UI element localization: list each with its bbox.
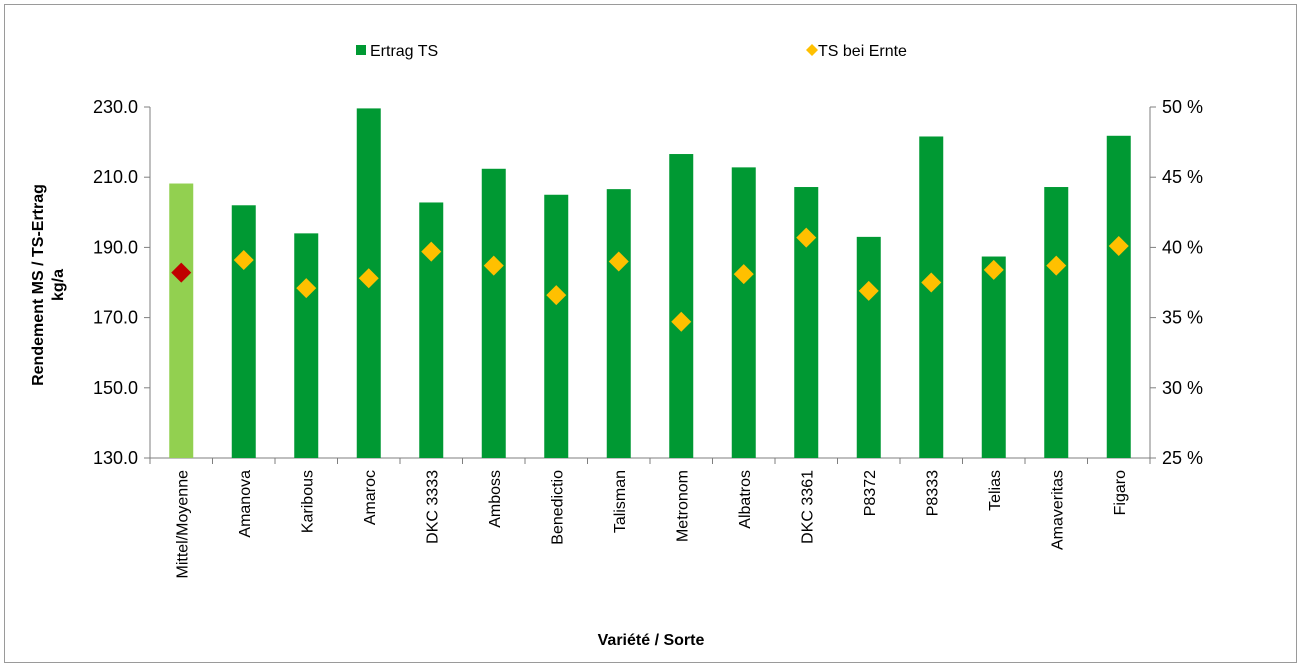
marker-karibous: [296, 278, 317, 299]
marker-amboss: [483, 255, 504, 276]
marker-metronom: [671, 311, 692, 332]
marker-dkc-3361: [796, 227, 817, 248]
bar-karibous: [294, 233, 319, 458]
y2-tick-label: 30 %: [1162, 378, 1203, 398]
y2-tick-label: 35 %: [1162, 308, 1203, 328]
bar-figaro: [1106, 135, 1131, 459]
marker-telias: [983, 259, 1004, 280]
x-tick-label: Amanova: [237, 470, 254, 538]
x-tick-label: Karibous: [299, 470, 316, 533]
bar-p8333: [919, 136, 944, 458]
legend-swatch-ertrag: [356, 45, 366, 55]
x-tick-label: Benedictio: [549, 470, 566, 545]
y-axis-title-unit: kg/a: [50, 269, 67, 301]
legend-item-ertrag: Ertrag TS: [356, 43, 438, 60]
x-tick-label: Metronom: [674, 470, 691, 542]
legend-item-ts: TS bei Ernte: [806, 43, 907, 60]
marker-p8372: [858, 280, 879, 301]
legend-label-ertrag: Ertrag TS: [370, 43, 438, 60]
x-tick-label: Albatros: [737, 470, 754, 529]
marker-talisman: [608, 251, 629, 272]
legend: Ertrag TS TS bei Ernte: [356, 43, 907, 60]
y-axis-title: Rendement MS / TS-Ertrag kg/a: [30, 184, 67, 386]
x-tick-label: Telias: [987, 470, 1004, 511]
bar-metronom: [669, 154, 694, 458]
y2-tick-label: 45 %: [1162, 167, 1203, 187]
marker-amanova: [233, 250, 254, 271]
bar-dkc-3333: [419, 202, 444, 458]
bars: [169, 108, 1131, 459]
bar-talisman: [606, 189, 631, 458]
marker-dkc-3333: [421, 241, 442, 262]
marker-amaroc: [358, 268, 379, 289]
x-tick-label: DKC 3361: [799, 470, 816, 544]
bar-telias: [981, 256, 1006, 458]
y-tick-label: 230.0: [93, 97, 138, 117]
y2-tick-label: 40 %: [1162, 237, 1203, 257]
y-tick-label: 170.0: [93, 308, 138, 328]
marker-p8333: [921, 272, 942, 293]
x-tick-label: Mittel/Moyenne: [174, 470, 191, 579]
marker-albatros: [733, 264, 754, 285]
bar-mittel-moyenne: [169, 183, 194, 458]
y2-tick-label: 25 %: [1162, 448, 1203, 468]
x-tick-label: DKC 3333: [424, 470, 441, 544]
marker-benedictio: [546, 285, 567, 306]
bar-albatros: [731, 167, 756, 458]
y-tick-label: 150.0: [93, 378, 138, 398]
bar-amboss: [481, 168, 506, 458]
x-tick-label: Figaro: [1112, 470, 1129, 515]
marker-mittel-moyenne: [171, 262, 192, 283]
chart-frame: [4, 4, 1297, 663]
tick-labels: 230.0 50 % 210.0 45 % 190.0 40 % 170.0 35 % 150.…: [93, 97, 1203, 579]
x-tick-label: P8372: [862, 470, 879, 516]
y-tick-label: 210.0: [93, 167, 138, 187]
x-tick-label: Amaveritas: [1049, 470, 1066, 550]
y-tick-label: 190.0: [93, 237, 138, 257]
x-tick-label: Amaroc: [362, 470, 379, 525]
marker-amaveritas: [1046, 255, 1067, 276]
markers: [171, 227, 1129, 332]
bar-amanova: [231, 205, 256, 458]
y-axis-title-main: Rendement MS / TS-Ertrag: [30, 184, 47, 386]
legend-swatch-ts: [806, 44, 818, 56]
marker-figaro: [1108, 235, 1129, 256]
x-tick-label: Amboss: [487, 470, 504, 528]
bar-benedictio: [544, 194, 569, 458]
bar-p8372: [856, 236, 881, 458]
bar-amaveritas: [1044, 187, 1069, 458]
legend-label-ts: TS bei Ernte: [818, 43, 907, 60]
x-tick-label: Talisman: [612, 470, 629, 533]
y2-tick-label: 50 %: [1162, 97, 1203, 117]
y-tick-label: 130.0: [93, 448, 138, 468]
x-tick-label: P8333: [924, 470, 941, 516]
x-axis-title: Variété / Sorte: [598, 632, 705, 649]
